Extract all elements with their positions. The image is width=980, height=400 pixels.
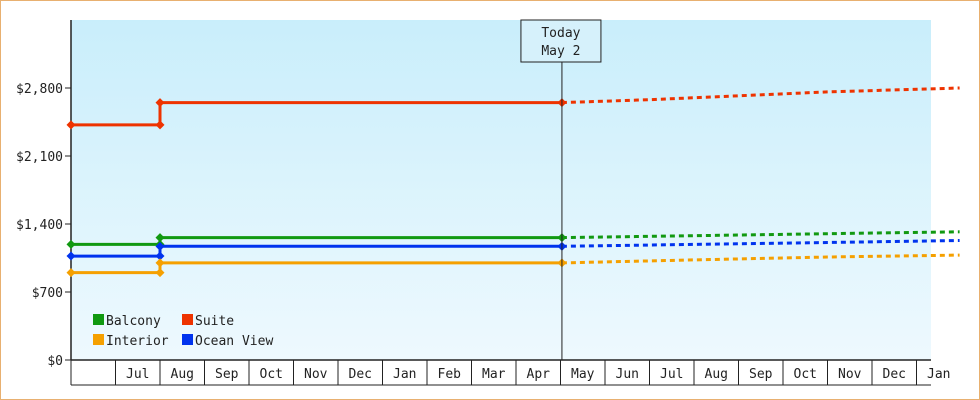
series-ocean-view (66, 239, 960, 261)
series-history-line (71, 101, 562, 127)
series-forecast-line (561, 230, 960, 240)
series-point (155, 120, 165, 130)
x-tick-label: Dec (883, 367, 906, 382)
legend-swatch (93, 334, 104, 345)
legend-label: Balcony (106, 314, 161, 329)
plot-area (71, 20, 931, 360)
y-tick-label: $2,800 (16, 82, 63, 97)
x-tick-label: Jul (126, 367, 149, 382)
x-tick-label: Sep (215, 367, 239, 382)
series-point (66, 120, 76, 130)
x-tick-label: Mar (482, 367, 506, 382)
x-tick-label: Jun (616, 367, 639, 382)
series-balcony (66, 230, 960, 249)
y-tick-label: $700 (32, 286, 63, 301)
series-point (66, 251, 76, 261)
x-tick-label: Jul (660, 367, 683, 382)
x-tick-label: Nov (838, 367, 862, 382)
series-point (66, 239, 76, 249)
series-point (155, 258, 165, 268)
y-tick-label: $0 (47, 354, 63, 369)
series-point (155, 241, 165, 251)
series-point (155, 251, 165, 261)
x-tick-label: Aug (171, 367, 194, 382)
x-tick-label: Jan (927, 367, 950, 382)
series-point (155, 98, 165, 108)
series-history-line (71, 261, 562, 275)
x-tick-label: Oct (794, 367, 817, 382)
legend-label: Suite (195, 314, 234, 329)
series-forecast-line (561, 253, 960, 265)
series-history-line (71, 244, 562, 258)
legend-swatch (182, 314, 193, 325)
x-tick-label: Aug (705, 367, 728, 382)
series-forecast-line (561, 239, 960, 248)
x-tick-label: Feb (438, 367, 462, 382)
x-tick-label: Dec (349, 367, 372, 382)
today-label-line2: May 2 (541, 44, 580, 59)
today-label-box (520, 19, 602, 63)
legend-label: Interior (106, 334, 169, 349)
y-tick-label: $2,100 (16, 150, 63, 165)
x-tick-label: Sep (749, 367, 773, 382)
series-point (155, 268, 165, 278)
series-point (155, 233, 165, 243)
y-tick-label: $1,400 (16, 218, 63, 233)
series-point (66, 268, 76, 278)
x-tick-label: May (571, 367, 595, 382)
today-label-line1: Today (541, 26, 580, 41)
x-tick-label: Jan (393, 367, 416, 382)
series-forecast-line (561, 86, 960, 105)
legend-label: Ocean View (195, 334, 273, 349)
x-tick-label: Oct (260, 367, 283, 382)
legend-swatch (182, 334, 193, 345)
x-tick-label: Apr (527, 367, 551, 382)
legend-swatch (93, 314, 104, 325)
x-tick-label: Nov (304, 367, 328, 382)
series-interior (66, 253, 960, 278)
